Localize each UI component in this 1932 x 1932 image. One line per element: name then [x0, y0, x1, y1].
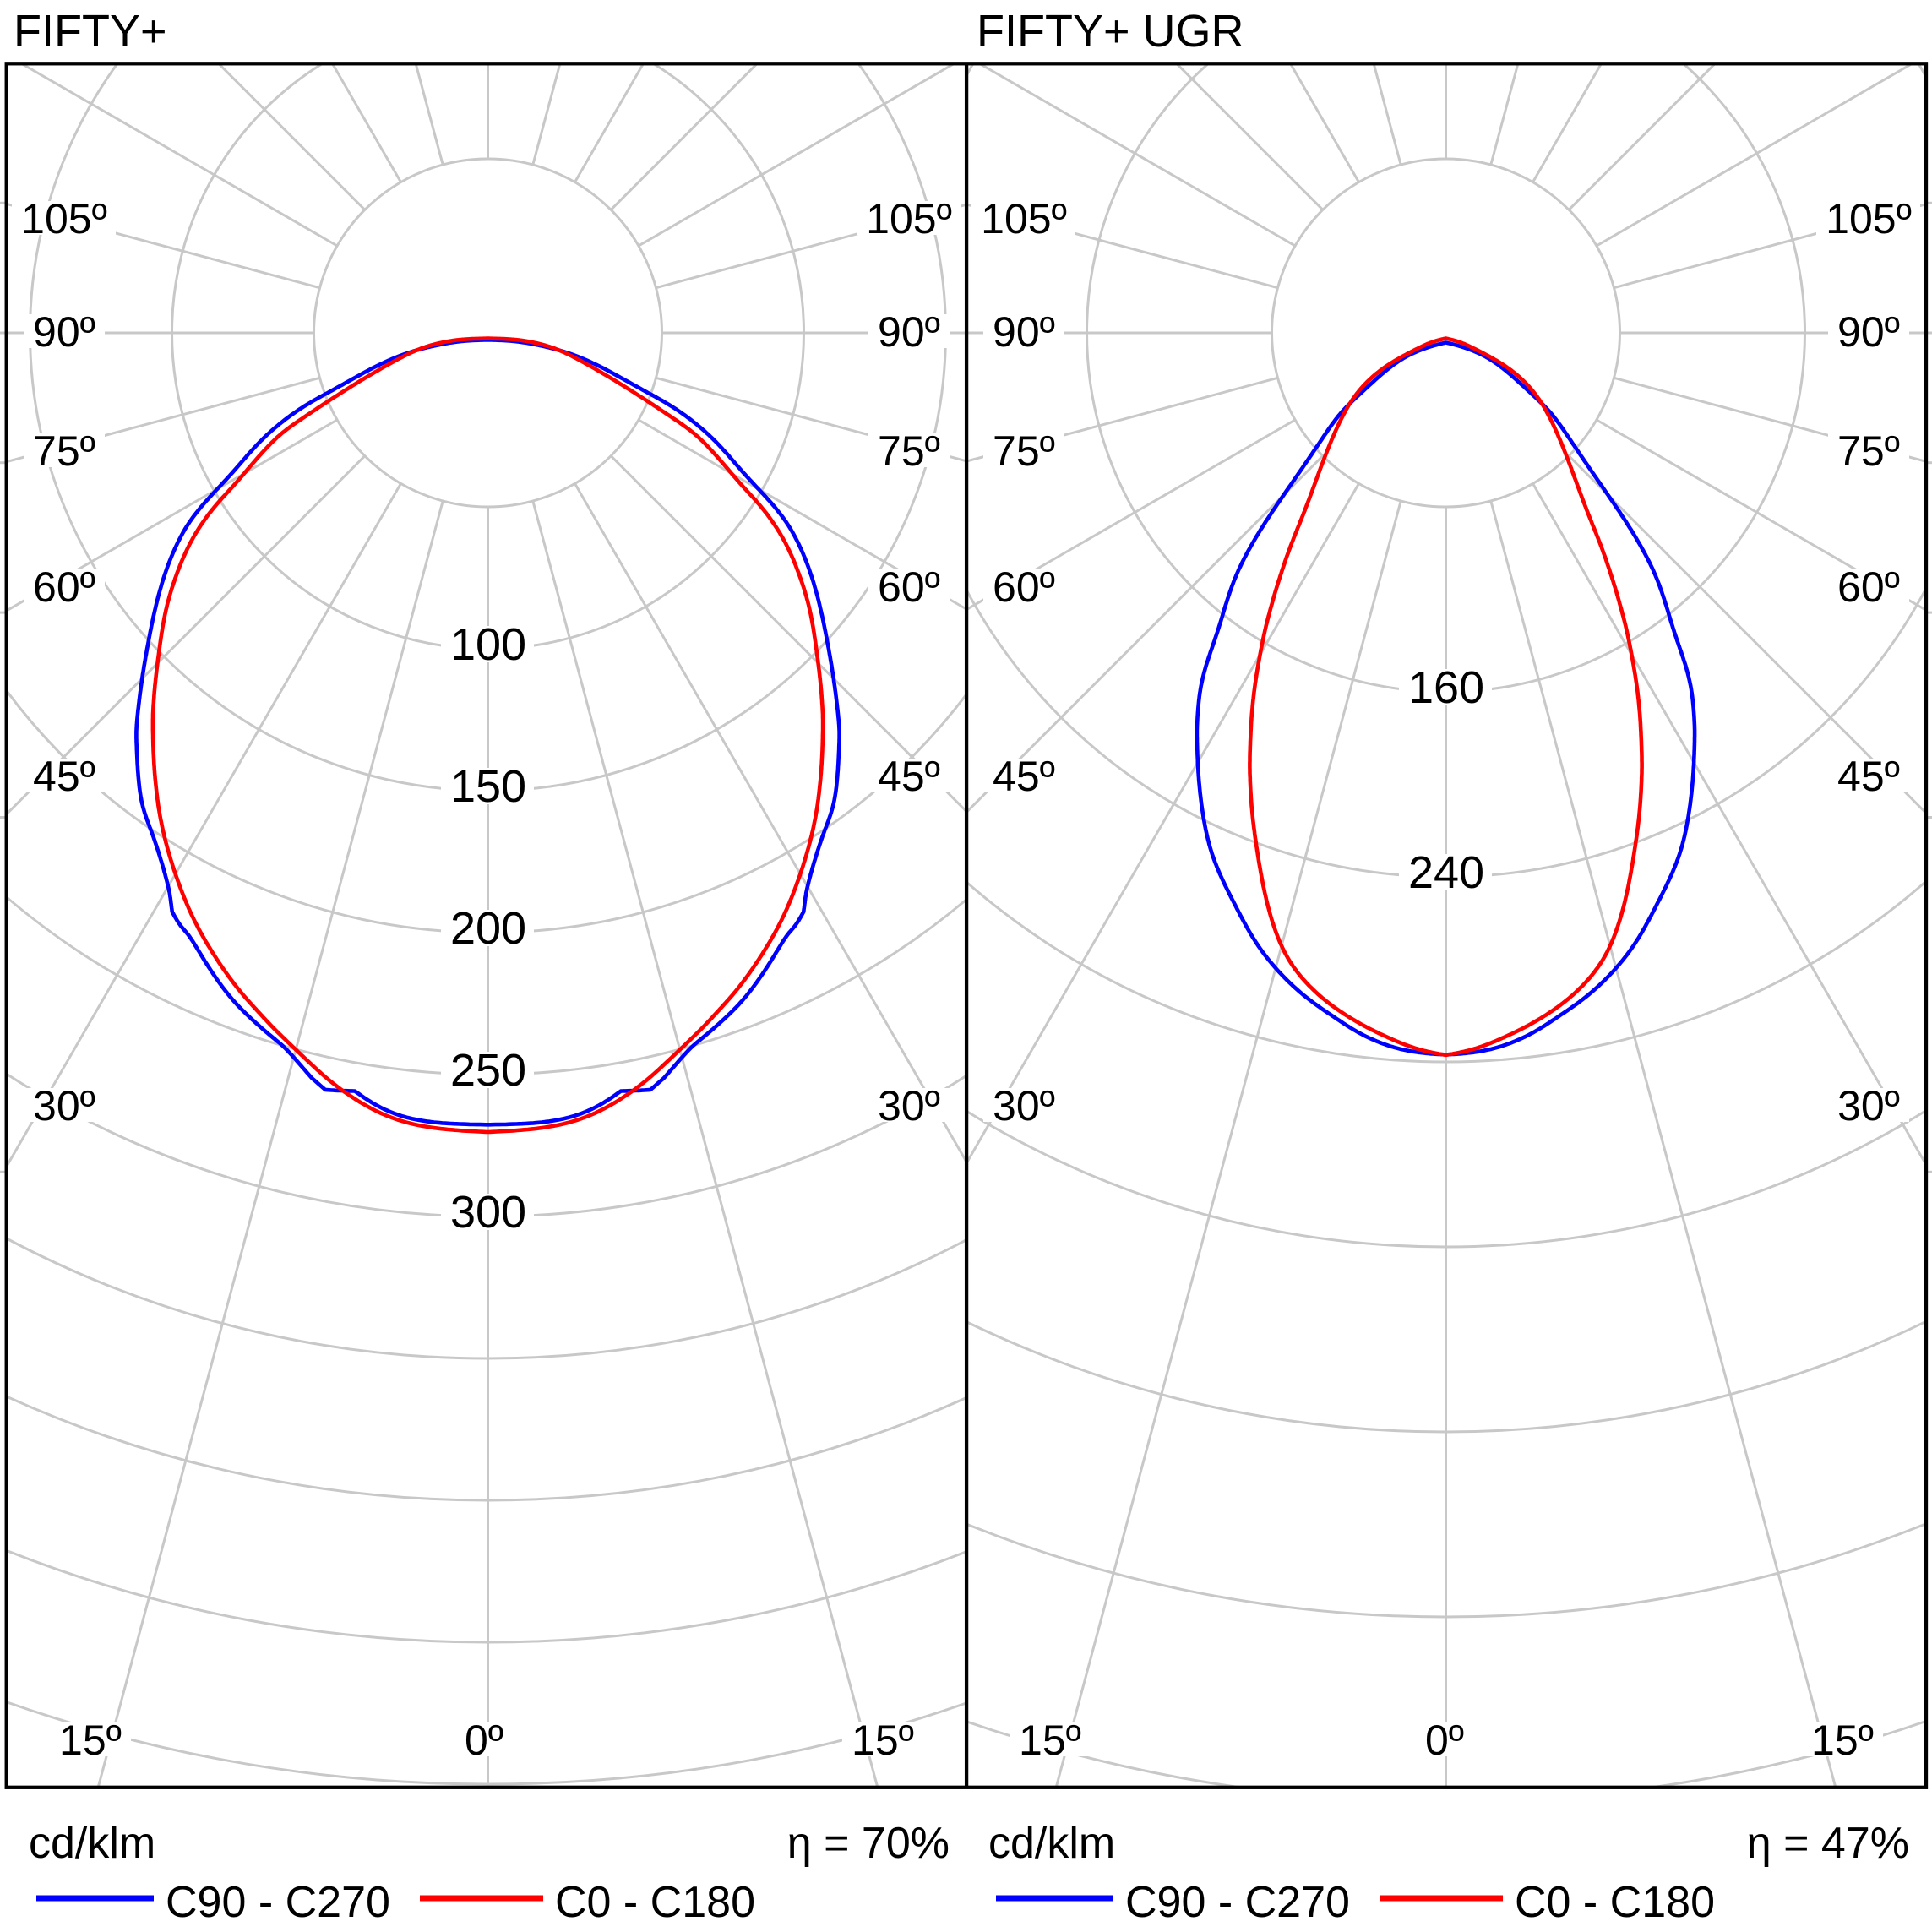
svg-text:105º: 105º — [21, 195, 107, 242]
svg-text:75º: 75º — [878, 427, 940, 475]
svg-text:0º: 0º — [1425, 1717, 1464, 1764]
svg-text:75º: 75º — [993, 427, 1055, 475]
svg-text:60º: 60º — [1837, 563, 1900, 611]
svg-text:15º: 15º — [852, 1717, 914, 1764]
svg-text:45º: 45º — [878, 753, 940, 800]
svg-text:η = 47%: η = 47% — [1747, 1819, 1909, 1868]
svg-text:15º: 15º — [1811, 1717, 1874, 1764]
svg-text:200: 200 — [450, 903, 526, 954]
svg-text:90º: 90º — [33, 308, 95, 356]
svg-text:75º: 75º — [1837, 427, 1900, 475]
svg-text:C90 - C270: C90 - C270 — [1125, 1878, 1350, 1927]
svg-text:30º: 30º — [33, 1082, 95, 1129]
svg-text:FIFTY+ UGR: FIFTY+ UGR — [977, 6, 1244, 57]
svg-text:250: 250 — [450, 1045, 526, 1096]
svg-text:η = 70%: η = 70% — [787, 1819, 950, 1868]
svg-text:150: 150 — [450, 761, 526, 812]
svg-text:75º: 75º — [33, 427, 95, 475]
svg-text:160: 160 — [1408, 662, 1484, 713]
svg-text:30º: 30º — [1837, 1082, 1900, 1129]
svg-text:C0 - C180: C0 - C180 — [1515, 1878, 1715, 1927]
svg-text:C0 - C180: C0 - C180 — [555, 1878, 755, 1927]
svg-text:60º: 60º — [33, 563, 95, 611]
svg-text:15º: 15º — [59, 1717, 122, 1764]
svg-text:90º: 90º — [1837, 308, 1900, 356]
svg-text:45º: 45º — [33, 753, 95, 800]
svg-text:90º: 90º — [993, 308, 1055, 356]
svg-text:90º: 90º — [878, 308, 940, 356]
svg-text:60º: 60º — [993, 563, 1055, 611]
svg-text:240: 240 — [1408, 847, 1484, 898]
svg-text:cd/klm: cd/klm — [988, 1819, 1115, 1868]
svg-text:105º: 105º — [981, 195, 1067, 242]
svg-text:0º: 0º — [465, 1717, 503, 1764]
svg-text:60º: 60º — [878, 563, 940, 611]
svg-text:300: 300 — [450, 1187, 526, 1238]
svg-text:105º: 105º — [866, 195, 952, 242]
svg-text:FIFTY+: FIFTY+ — [14, 6, 167, 57]
svg-text:C90 - C270: C90 - C270 — [166, 1878, 390, 1927]
svg-text:15º: 15º — [1019, 1717, 1081, 1764]
svg-text:105º: 105º — [1826, 195, 1912, 242]
svg-text:cd/klm: cd/klm — [29, 1819, 155, 1868]
svg-text:30º: 30º — [878, 1082, 940, 1129]
svg-text:100: 100 — [450, 619, 526, 670]
svg-text:45º: 45º — [993, 753, 1055, 800]
svg-text:30º: 30º — [993, 1082, 1055, 1129]
svg-text:45º: 45º — [1837, 753, 1900, 800]
